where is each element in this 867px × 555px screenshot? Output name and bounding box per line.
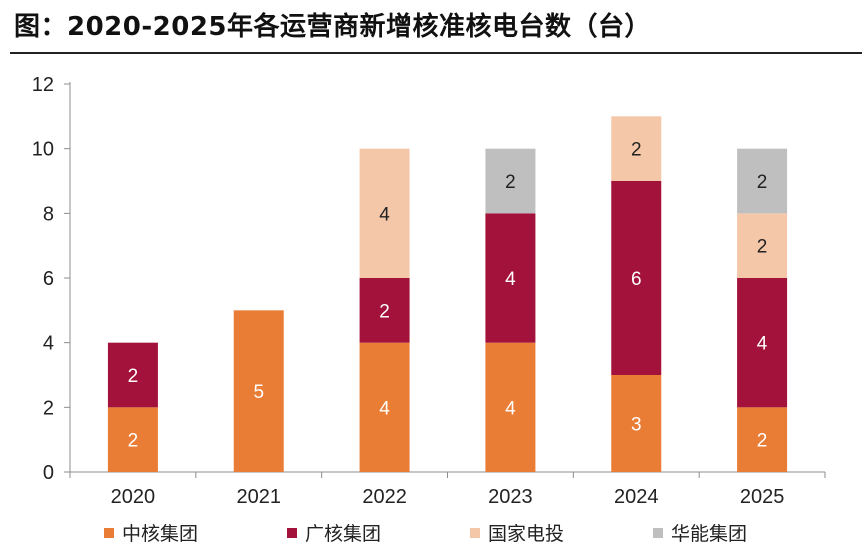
bar-value-label: 4 xyxy=(505,269,516,290)
bar-segment xyxy=(485,342,536,472)
bar-segment xyxy=(107,342,158,408)
bar-segment xyxy=(737,407,788,472)
bar-segment xyxy=(359,342,410,472)
legend-label: 国家电投 xyxy=(488,523,564,545)
y-tick-label: 6 xyxy=(43,268,54,290)
bar-value-label: 2 xyxy=(757,172,768,193)
legend-item: 中核集团 xyxy=(104,523,198,545)
bar-value-label: 4 xyxy=(379,398,390,419)
x-tick-label: 2024 xyxy=(614,486,659,508)
bar-value-label: 2 xyxy=(128,366,139,387)
legend-swatch xyxy=(287,528,297,538)
bar-segment xyxy=(611,116,662,181)
x-tick-label: 2021 xyxy=(237,486,282,508)
bar-segment xyxy=(611,181,662,375)
chart-title: 图：2020-2025年各运营商新增核准核电台数（台） xyxy=(14,12,652,42)
bar-segment xyxy=(737,213,788,278)
y-tick-label: 12 xyxy=(32,74,54,96)
bar-value-label: 2 xyxy=(757,431,768,452)
bar-value-label: 4 xyxy=(505,398,516,419)
bar-value-label: 4 xyxy=(379,204,390,225)
bar-value-label: 2 xyxy=(128,431,139,452)
x-tick-label: 2023 xyxy=(488,486,533,508)
legend-item: 国家电投 xyxy=(470,523,564,545)
bar-segment xyxy=(359,148,410,278)
x-tick-label: 2022 xyxy=(362,486,407,508)
bar-segment xyxy=(359,278,410,343)
legend-label: 广核集团 xyxy=(305,523,381,545)
bar-value-label: 6 xyxy=(631,269,642,290)
legend-item: 广核集团 xyxy=(287,523,381,545)
bar-segment xyxy=(485,213,536,343)
legend-label: 中核集团 xyxy=(122,523,198,545)
bar-value-label: 4 xyxy=(757,334,768,355)
x-tick-label: 2025 xyxy=(740,486,785,508)
bar-value-label: 2 xyxy=(379,301,390,322)
bar-value-label: 5 xyxy=(253,382,264,403)
bar-value-label: 2 xyxy=(505,172,516,193)
y-tick-label: 0 xyxy=(43,462,54,484)
bar-segment xyxy=(737,278,788,408)
y-tick-label: 10 xyxy=(32,139,54,161)
bar-segment xyxy=(737,148,788,214)
bar-value-label: 2 xyxy=(757,237,768,258)
bar-segment xyxy=(107,407,158,472)
title-underline xyxy=(10,52,862,54)
y-tick-label: 8 xyxy=(43,203,54,225)
legend-swatch xyxy=(653,528,663,538)
bar-value-label: 2 xyxy=(631,140,642,161)
legend-swatch xyxy=(104,528,114,538)
x-tick-label: 2020 xyxy=(111,486,156,508)
y-tick-label: 2 xyxy=(43,397,54,419)
bar-segment xyxy=(611,375,662,472)
bar-segment xyxy=(233,310,284,472)
y-tick-label: 4 xyxy=(43,333,54,355)
legend-swatch xyxy=(470,528,480,538)
legend-label: 华能集团 xyxy=(671,523,747,545)
bar-value-label: 3 xyxy=(631,415,642,436)
bar-segment xyxy=(485,148,536,214)
legend-item: 华能集团 xyxy=(653,523,747,545)
